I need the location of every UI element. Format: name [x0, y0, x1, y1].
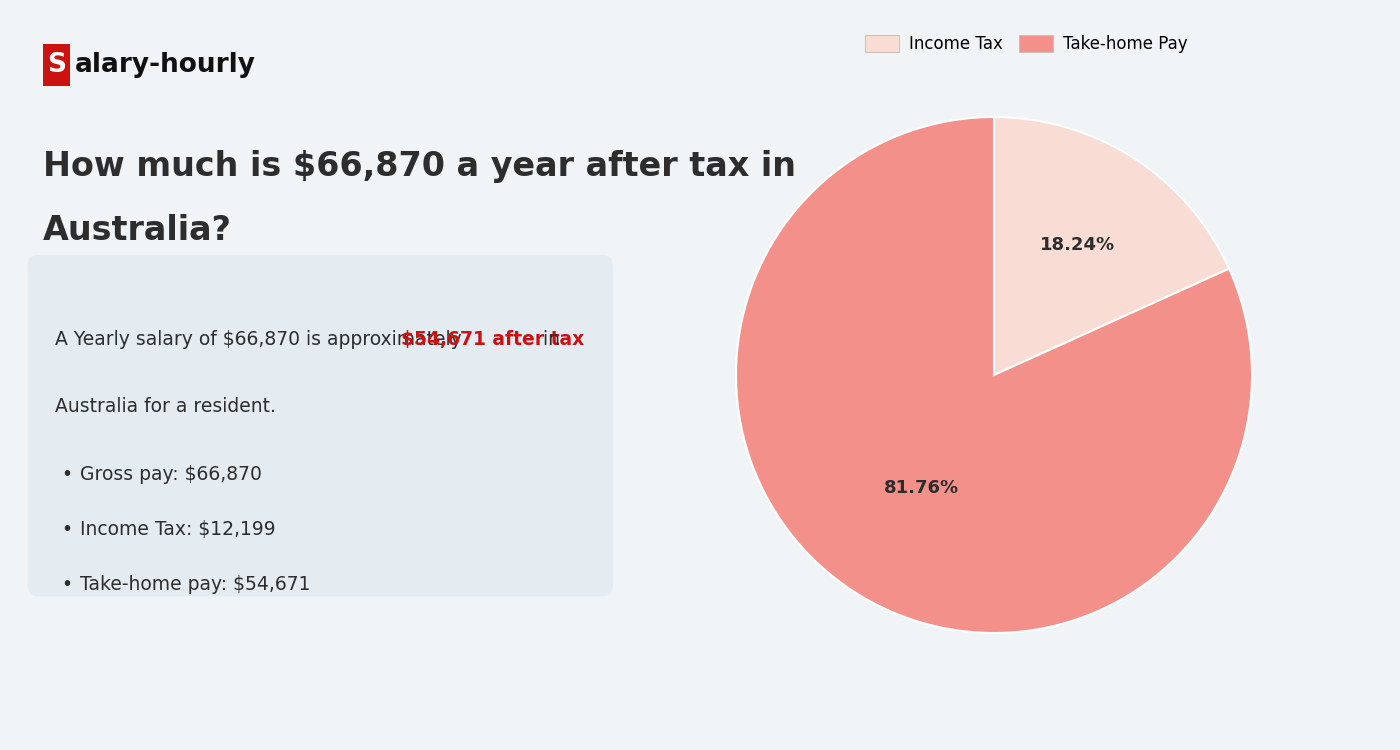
Text: S: S [48, 53, 66, 78]
Text: $54,671 after tax: $54,671 after tax [400, 330, 584, 349]
Text: •: • [62, 574, 73, 593]
Text: How much is $66,870 a year after tax in: How much is $66,870 a year after tax in [43, 150, 797, 183]
Legend: Income Tax, Take-home Pay: Income Tax, Take-home Pay [858, 28, 1194, 60]
Wedge shape [736, 117, 1252, 633]
Text: A Yearly salary of $66,870 is approximately: A Yearly salary of $66,870 is approximat… [56, 330, 468, 349]
Text: Take-home pay: $54,671: Take-home pay: $54,671 [80, 574, 311, 593]
Text: alary-hourly: alary-hourly [76, 53, 256, 78]
FancyBboxPatch shape [43, 44, 70, 86]
Text: •: • [62, 520, 73, 538]
Text: Australia?: Australia? [43, 214, 232, 247]
Text: in: in [538, 330, 560, 349]
Wedge shape [994, 117, 1229, 375]
Text: •: • [62, 465, 73, 484]
FancyBboxPatch shape [28, 255, 613, 596]
Text: 81.76%: 81.76% [883, 478, 959, 496]
Text: Gross pay: $66,870: Gross pay: $66,870 [80, 465, 262, 484]
Text: 18.24%: 18.24% [1040, 236, 1116, 254]
Text: Income Tax: $12,199: Income Tax: $12,199 [80, 520, 276, 538]
Text: Australia for a resident.: Australia for a resident. [56, 398, 276, 416]
